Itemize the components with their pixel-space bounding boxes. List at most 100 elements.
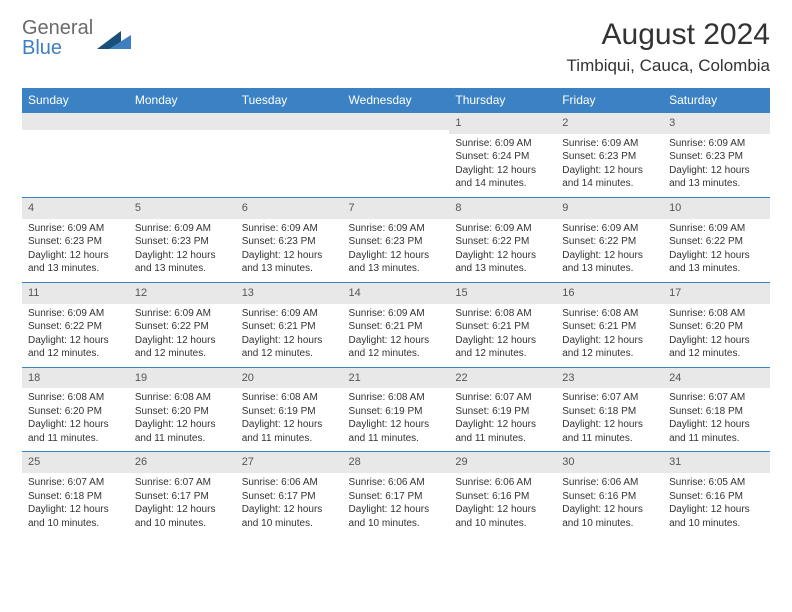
- calendar-body: 1Sunrise: 6:09 AMSunset: 6:24 PMDaylight…: [22, 112, 770, 536]
- sunset-line: Sunset: 6:21 PM: [455, 320, 550, 334]
- day-number: 6: [236, 197, 343, 219]
- calendar-cell: 20Sunrise: 6:08 AMSunset: 6:19 PMDayligh…: [236, 367, 343, 452]
- day-number: 1: [449, 112, 556, 134]
- sunrise-line: Sunrise: 6:05 AM: [669, 476, 764, 490]
- sunset-line: Sunset: 6:19 PM: [455, 405, 550, 419]
- day-body: Sunrise: 6:05 AMSunset: 6:16 PMDaylight:…: [663, 473, 770, 536]
- sunset-line: Sunset: 6:16 PM: [455, 490, 550, 504]
- daylight-line: Daylight: 12 hours and 12 minutes.: [242, 334, 337, 361]
- day-number: 24: [663, 367, 770, 389]
- day-body: Sunrise: 6:09 AMSunset: 6:21 PMDaylight:…: [343, 304, 450, 367]
- sunset-line: Sunset: 6:22 PM: [28, 320, 123, 334]
- sunset-line: Sunset: 6:23 PM: [242, 235, 337, 249]
- day-body: Sunrise: 6:07 AMSunset: 6:18 PMDaylight:…: [22, 473, 129, 536]
- calendar-cell: 15Sunrise: 6:08 AMSunset: 6:21 PMDayligh…: [449, 282, 556, 367]
- calendar-cell: 5Sunrise: 6:09 AMSunset: 6:23 PMDaylight…: [129, 197, 236, 282]
- daylight-line: Daylight: 12 hours and 12 minutes.: [455, 334, 550, 361]
- day-body: Sunrise: 6:09 AMSunset: 6:23 PMDaylight:…: [663, 134, 770, 197]
- day-body: Sunrise: 6:09 AMSunset: 6:23 PMDaylight:…: [556, 134, 663, 197]
- daylight-line: Daylight: 12 hours and 11 minutes.: [669, 418, 764, 445]
- day-number-empty: [22, 112, 129, 130]
- daylight-line: Daylight: 12 hours and 10 minutes.: [242, 503, 337, 530]
- day-body: Sunrise: 6:09 AMSunset: 6:23 PMDaylight:…: [129, 219, 236, 282]
- logo-word2: Blue: [22, 37, 62, 59]
- day-number: 13: [236, 282, 343, 304]
- calendar-cell: 3Sunrise: 6:09 AMSunset: 6:23 PMDaylight…: [663, 112, 770, 197]
- sunrise-line: Sunrise: 6:09 AM: [135, 307, 230, 321]
- day-number: 20: [236, 367, 343, 389]
- logo-text: General Blue: [22, 18, 93, 58]
- day-number: 28: [343, 451, 450, 473]
- calendar-cell: 8Sunrise: 6:09 AMSunset: 6:22 PMDaylight…: [449, 197, 556, 282]
- calendar-cell: 21Sunrise: 6:08 AMSunset: 6:19 PMDayligh…: [343, 367, 450, 452]
- calendar-table: SundayMondayTuesdayWednesdayThursdayFrid…: [22, 88, 770, 536]
- sunset-line: Sunset: 6:17 PM: [242, 490, 337, 504]
- sunset-line: Sunset: 6:17 PM: [349, 490, 444, 504]
- location: Timbiqui, Cauca, Colombia: [567, 56, 770, 76]
- daylight-line: Daylight: 12 hours and 10 minutes.: [669, 503, 764, 530]
- day-body: Sunrise: 6:08 AMSunset: 6:20 PMDaylight:…: [663, 304, 770, 367]
- sunrise-line: Sunrise: 6:09 AM: [135, 222, 230, 236]
- day-number: 7: [343, 197, 450, 219]
- calendar-cell: [343, 112, 450, 197]
- sunrise-line: Sunrise: 6:08 AM: [349, 391, 444, 405]
- daylight-line: Daylight: 12 hours and 12 minutes.: [135, 334, 230, 361]
- calendar-cell: 6Sunrise: 6:09 AMSunset: 6:23 PMDaylight…: [236, 197, 343, 282]
- daylight-line: Daylight: 12 hours and 10 minutes.: [28, 503, 123, 530]
- calendar-cell: 1Sunrise: 6:09 AMSunset: 6:24 PMDaylight…: [449, 112, 556, 197]
- sunrise-line: Sunrise: 6:07 AM: [455, 391, 550, 405]
- calendar-cell: 22Sunrise: 6:07 AMSunset: 6:19 PMDayligh…: [449, 367, 556, 452]
- calendar-cell: 28Sunrise: 6:06 AMSunset: 6:17 PMDayligh…: [343, 451, 450, 536]
- day-body: Sunrise: 6:07 AMSunset: 6:17 PMDaylight:…: [129, 473, 236, 536]
- calendar-row: 25Sunrise: 6:07 AMSunset: 6:18 PMDayligh…: [22, 451, 770, 536]
- sunrise-line: Sunrise: 6:09 AM: [349, 307, 444, 321]
- sunset-line: Sunset: 6:23 PM: [669, 150, 764, 164]
- daylight-line: Daylight: 12 hours and 12 minutes.: [669, 334, 764, 361]
- day-body: Sunrise: 6:08 AMSunset: 6:20 PMDaylight:…: [22, 388, 129, 451]
- month-title: August 2024: [567, 18, 770, 52]
- sunset-line: Sunset: 6:22 PM: [562, 235, 657, 249]
- sunrise-line: Sunrise: 6:08 AM: [455, 307, 550, 321]
- day-number: 9: [556, 197, 663, 219]
- weekday-header-row: SundayMondayTuesdayWednesdayThursdayFrid…: [22, 88, 770, 112]
- day-body: Sunrise: 6:06 AMSunset: 6:17 PMDaylight:…: [236, 473, 343, 536]
- calendar-cell: 13Sunrise: 6:09 AMSunset: 6:21 PMDayligh…: [236, 282, 343, 367]
- sunrise-line: Sunrise: 6:09 AM: [562, 222, 657, 236]
- calendar-cell: 18Sunrise: 6:08 AMSunset: 6:20 PMDayligh…: [22, 367, 129, 452]
- day-body: Sunrise: 6:09 AMSunset: 6:22 PMDaylight:…: [663, 219, 770, 282]
- sunset-line: Sunset: 6:23 PM: [349, 235, 444, 249]
- sunrise-line: Sunrise: 6:06 AM: [349, 476, 444, 490]
- day-body: Sunrise: 6:09 AMSunset: 6:23 PMDaylight:…: [22, 219, 129, 282]
- day-body: Sunrise: 6:08 AMSunset: 6:19 PMDaylight:…: [343, 388, 450, 451]
- day-number: 29: [449, 451, 556, 473]
- daylight-line: Daylight: 12 hours and 11 minutes.: [455, 418, 550, 445]
- weekday-header: Sunday: [22, 88, 129, 112]
- daylight-line: Daylight: 12 hours and 10 minutes.: [455, 503, 550, 530]
- day-body: Sunrise: 6:08 AMSunset: 6:21 PMDaylight:…: [556, 304, 663, 367]
- daylight-line: Daylight: 12 hours and 13 minutes.: [242, 249, 337, 276]
- day-number: 26: [129, 451, 236, 473]
- sunrise-line: Sunrise: 6:07 AM: [562, 391, 657, 405]
- day-number: 17: [663, 282, 770, 304]
- day-body: Sunrise: 6:07 AMSunset: 6:19 PMDaylight:…: [449, 388, 556, 451]
- day-body: Sunrise: 6:09 AMSunset: 6:23 PMDaylight:…: [343, 219, 450, 282]
- day-number-empty: [343, 112, 450, 130]
- sunrise-line: Sunrise: 6:07 AM: [28, 476, 123, 490]
- weekday-header: Friday: [556, 88, 663, 112]
- day-body: Sunrise: 6:09 AMSunset: 6:22 PMDaylight:…: [22, 304, 129, 367]
- calendar-cell: 23Sunrise: 6:07 AMSunset: 6:18 PMDayligh…: [556, 367, 663, 452]
- calendar-row: 1Sunrise: 6:09 AMSunset: 6:24 PMDaylight…: [22, 112, 770, 197]
- day-body: Sunrise: 6:08 AMSunset: 6:19 PMDaylight:…: [236, 388, 343, 451]
- sunset-line: Sunset: 6:18 PM: [562, 405, 657, 419]
- daylight-line: Daylight: 12 hours and 11 minutes.: [562, 418, 657, 445]
- sunrise-line: Sunrise: 6:07 AM: [135, 476, 230, 490]
- day-body-empty: [343, 130, 450, 186]
- daylight-line: Daylight: 12 hours and 10 minutes.: [562, 503, 657, 530]
- day-number: 2: [556, 112, 663, 134]
- day-number: 19: [129, 367, 236, 389]
- sunset-line: Sunset: 6:22 PM: [669, 235, 764, 249]
- day-body: Sunrise: 6:07 AMSunset: 6:18 PMDaylight:…: [663, 388, 770, 451]
- day-number: 16: [556, 282, 663, 304]
- calendar-cell: 30Sunrise: 6:06 AMSunset: 6:16 PMDayligh…: [556, 451, 663, 536]
- calendar-cell: 10Sunrise: 6:09 AMSunset: 6:22 PMDayligh…: [663, 197, 770, 282]
